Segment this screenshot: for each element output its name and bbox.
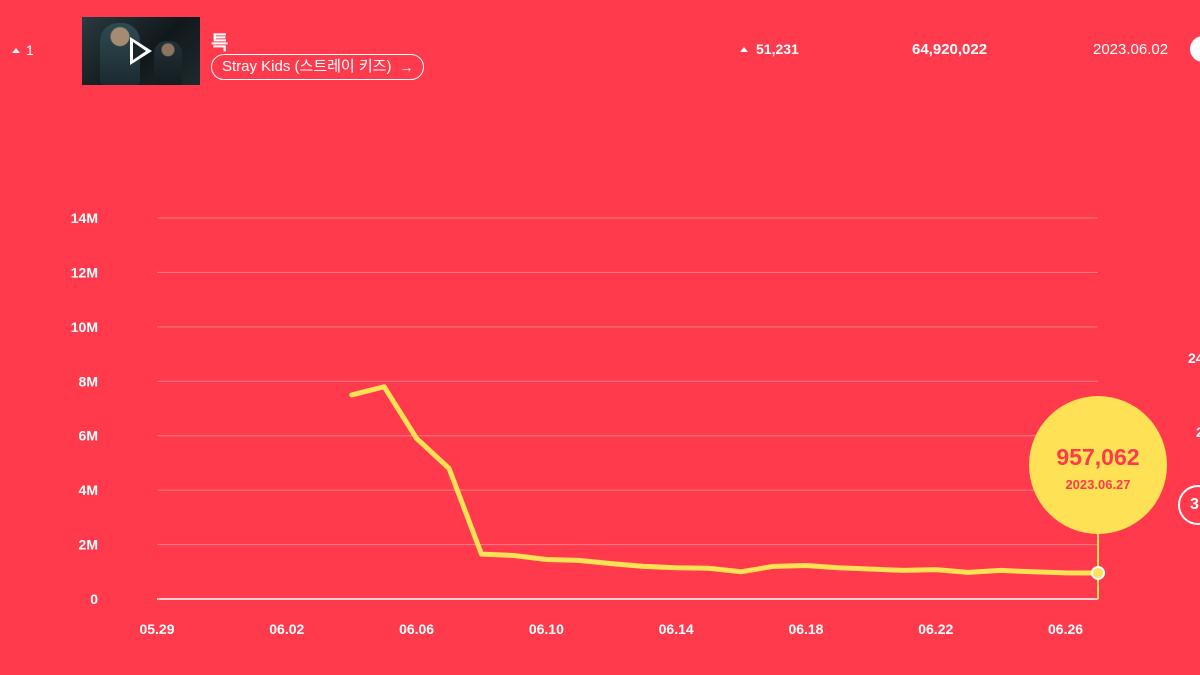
artist-name: Stray Kids (스트레이 키즈): [222, 58, 392, 75]
x-tick-label: 05.29: [139, 621, 174, 637]
edge-circle-label: 3: [1190, 496, 1199, 513]
x-tick-label: 06.06: [399, 621, 434, 637]
x-tick-label: 06.14: [659, 621, 694, 637]
release-date: 2023.06.02: [1093, 41, 1169, 58]
x-tick-label: 06.22: [918, 621, 953, 637]
callout-value: 957,062: [1056, 444, 1140, 470]
video-thumbnail[interactable]: [82, 17, 200, 85]
chart-row-header: 1 특 Stray Kids (스트레이 키즈) → 51,231 64,920…: [0, 0, 1200, 100]
edge-label-2: 2: [1196, 424, 1200, 440]
artist-button[interactable]: Stray Kids (스트레이 키즈) →: [211, 54, 425, 80]
x-axis-ticks: 05.29 06.02 06.06 06.10 06.14 06.18 06.22 06.26: [139, 621, 1083, 637]
y-tick-label: 2M: [79, 537, 98, 553]
y-tick-label: 14M: [71, 210, 98, 226]
x-tick-label: 06.18: [788, 621, 823, 637]
y-tick-label: 4M: [79, 482, 98, 498]
y-tick-label: 12M: [71, 264, 98, 280]
total-views: 64,920,022: [912, 41, 988, 58]
play-icon[interactable]: [130, 37, 152, 65]
series-point-last[interactable]: [1091, 565, 1105, 580]
arrow-right-icon: →: [399, 59, 414, 75]
rank-change: 1: [12, 42, 34, 58]
edge-label-1: 24: [1188, 350, 1200, 366]
y-tick-label: 6M: [79, 428, 98, 444]
chart-grid: [157, 217, 1098, 546]
rank-change-value: 1: [26, 42, 34, 58]
y-axis-ticks: 0 2M 4M 6M 8M 10M 12M 14M: [71, 210, 98, 607]
thumbnail-figure-2: [154, 41, 182, 85]
up-arrow-icon: [12, 47, 20, 53]
series-line: [349, 384, 1101, 576]
x-tick-label: 06.02: [269, 621, 304, 637]
up-arrow-icon: [740, 46, 748, 52]
y-tick-label: 8M: [79, 373, 98, 389]
x-tick-label: 06.10: [529, 621, 564, 637]
daily-change-value: 51,231: [756, 41, 799, 57]
callout-date: 2023.06.27: [1065, 477, 1131, 492]
x-tick-label: 06.26: [1048, 621, 1083, 637]
value-callout: 957,062 2023.06.27: [1029, 396, 1167, 534]
y-tick-label: 0: [90, 591, 98, 607]
song-title: 특: [211, 33, 229, 54]
y-tick-label: 10M: [71, 319, 98, 335]
daily-change: 51,231: [740, 41, 799, 57]
edge-button[interactable]: [1190, 36, 1200, 62]
